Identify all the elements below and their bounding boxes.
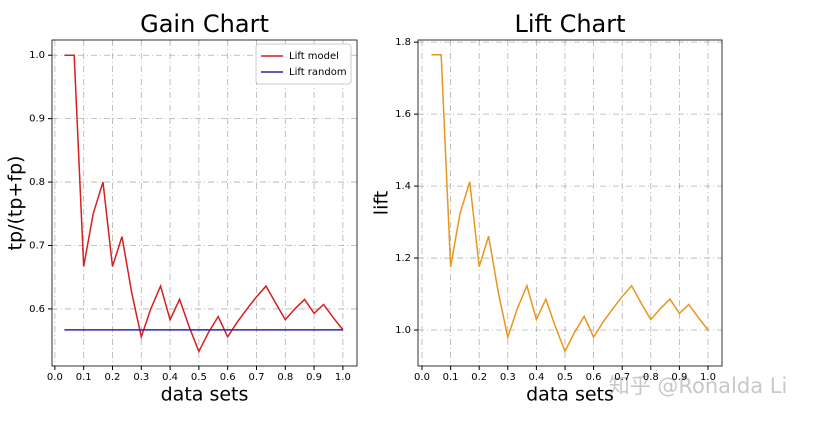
chart-title: Gain Chart	[140, 10, 269, 38]
y-tick-label: 0.9	[29, 114, 45, 125]
x-tick-label: 0.0	[47, 372, 63, 383]
watermark: 知乎 @Ronalda Li	[609, 374, 788, 398]
x-tick-label: 0.4	[528, 372, 544, 383]
x-tick-label: 0.3	[133, 372, 149, 383]
x-tick-label: 0.7	[614, 372, 630, 383]
x-tick-label: 0.3	[500, 372, 516, 383]
series-line	[64, 54, 344, 354]
x-tick-label: 0.9	[306, 372, 322, 383]
y-tick-label: 0.8	[29, 177, 45, 188]
x-tick-label: 0.5	[557, 372, 573, 383]
y-tick-label: 1.0	[395, 325, 411, 336]
y-tick-label: 0.7	[29, 240, 45, 251]
y-tick-label: 0.6	[29, 304, 45, 315]
x-tick-label: 1.0	[700, 372, 716, 383]
x-tick-label: 0.6	[586, 372, 602, 383]
series-line	[431, 54, 709, 354]
x-tick-label: 0.4	[162, 372, 178, 383]
x-tick-label: 0.6	[220, 372, 236, 383]
x-tick-label: 0.5	[191, 372, 207, 383]
x-tick-label: 0.2	[105, 372, 121, 383]
x-tick-label: 0.7	[249, 372, 265, 383]
x-tick-label: 0.8	[643, 372, 659, 383]
x-tick-label: 1.0	[335, 372, 351, 383]
x-tick-label: 0.1	[76, 372, 92, 383]
y-tick-label: 1.0	[29, 50, 45, 61]
x-tick-label: 0.9	[671, 372, 687, 383]
legend-label: Lift model	[289, 51, 339, 62]
y-axis-label: tp/(tp+fp)	[5, 156, 27, 251]
legend-box	[255, 43, 352, 85]
x-axis-label: data sets	[161, 384, 249, 406]
y-tick-label: 1.8	[395, 37, 411, 48]
y-tick-label: 1.6	[395, 109, 411, 120]
x-tick-label: 0.8	[277, 372, 293, 383]
x-tick-label: 0.1	[443, 372, 459, 383]
y-tick-label: 1.4	[395, 181, 411, 192]
x-tick-label: 0.0	[414, 372, 430, 383]
y-axis-label: lift	[371, 191, 393, 215]
plot-frame	[51, 39, 358, 367]
x-axis-label: data sets	[526, 384, 614, 406]
legend-label: Lift random	[289, 67, 347, 78]
plot-frame	[417, 39, 723, 367]
chart-title: Lift Chart	[514, 10, 625, 38]
y-tick-label: 1.2	[395, 253, 411, 264]
x-tick-label: 0.2	[471, 372, 487, 383]
